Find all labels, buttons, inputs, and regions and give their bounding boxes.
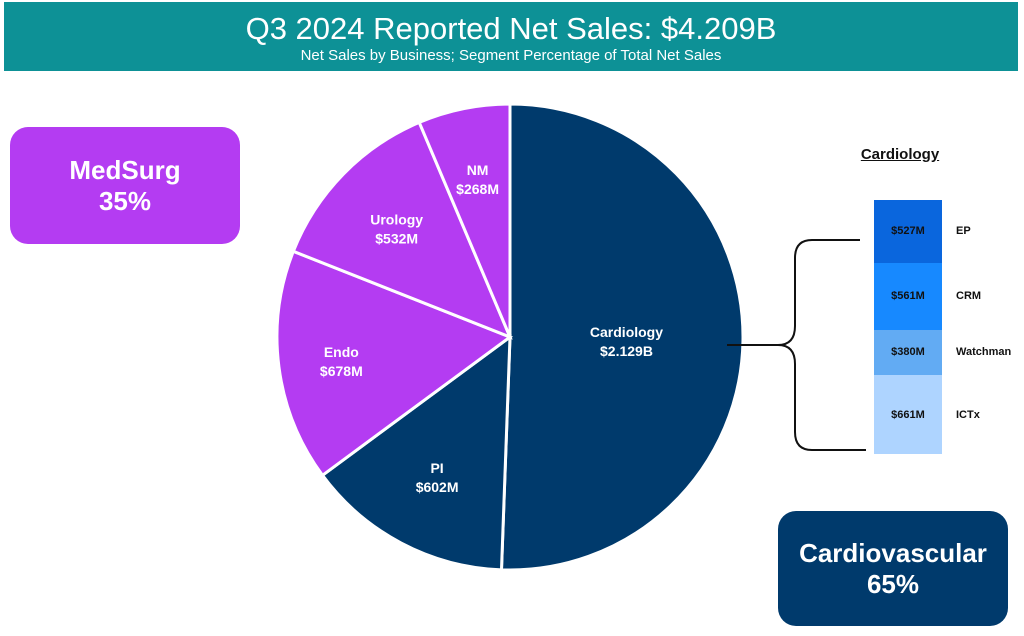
breakdown-label-watchman: Watchman (956, 346, 1012, 359)
breakdown-label-ictx: ICTx (956, 408, 980, 421)
pie-label-value-pi: $602M (416, 479, 459, 495)
pie-label-name-urology: Urology (370, 211, 423, 227)
header-banner: Q3 2024 Reported Net Sales: $4.209B Net … (4, 2, 1018, 71)
pie-slice-nm (417, 102, 512, 338)
breakdown-value-watchman: $380M (891, 346, 925, 359)
page-title: Q3 2024 Reported Net Sales: $4.209B (245, 11, 777, 46)
pie-slice-cardiology (499, 102, 745, 572)
pie-label-name-nm: NM (467, 162, 489, 178)
breakdown-value-ictx: $661M (891, 408, 925, 421)
cardiovascular-summary-box: Cardiovascular 65% (778, 511, 1008, 626)
breakdown-value-ep: $527M (891, 225, 925, 238)
pie-label-value-cardiology: $2.129B (600, 343, 653, 359)
medsurg-name: MedSurg (69, 154, 181, 185)
pie-label-name-pi: PI (430, 460, 443, 476)
cardiovascular-name: Cardiovascular (799, 537, 987, 568)
pie-label-value-urology: $532M (375, 230, 418, 246)
breakdown-segment-ep: $527M EP (874, 200, 971, 263)
pie-label-value-endo: $678M (320, 363, 363, 379)
medsurg-summary-box: MedSurg 35% (10, 127, 240, 244)
breakdown-label-ep: EP (956, 225, 971, 238)
breakdown-segment-ictx: $661M ICTx (874, 375, 980, 454)
breakdown-label-crm: CRM (956, 290, 982, 303)
pie-label-name-endo: Endo (324, 344, 359, 360)
pie-slice-endo (275, 249, 514, 478)
pie-slice-urology (291, 120, 513, 340)
breakdown-segment-crm: $561M CRM (874, 262, 981, 330)
pie-label-name-cardiology: Cardiology (590, 324, 663, 340)
cardiovascular-percent: 65% (866, 568, 920, 599)
pie-label-value-nm: $268M (456, 181, 499, 197)
breakdown-title: Cardiology (860, 146, 940, 163)
page-subtitle: Net Sales by Business; Segment Percentag… (300, 47, 722, 64)
pie-slice-pi (320, 333, 512, 572)
medsurg-percent: 35% (98, 185, 152, 216)
cardiology-breakdown-stack: $527M EP $561M CRM $380M Watchman $661M ICTx (874, 200, 1011, 454)
breakdown-value-crm: $561M (891, 290, 925, 303)
breakdown-brace (727, 239, 866, 451)
breakdown-segment-watchman: $380M Watchman (874, 329, 1011, 376)
